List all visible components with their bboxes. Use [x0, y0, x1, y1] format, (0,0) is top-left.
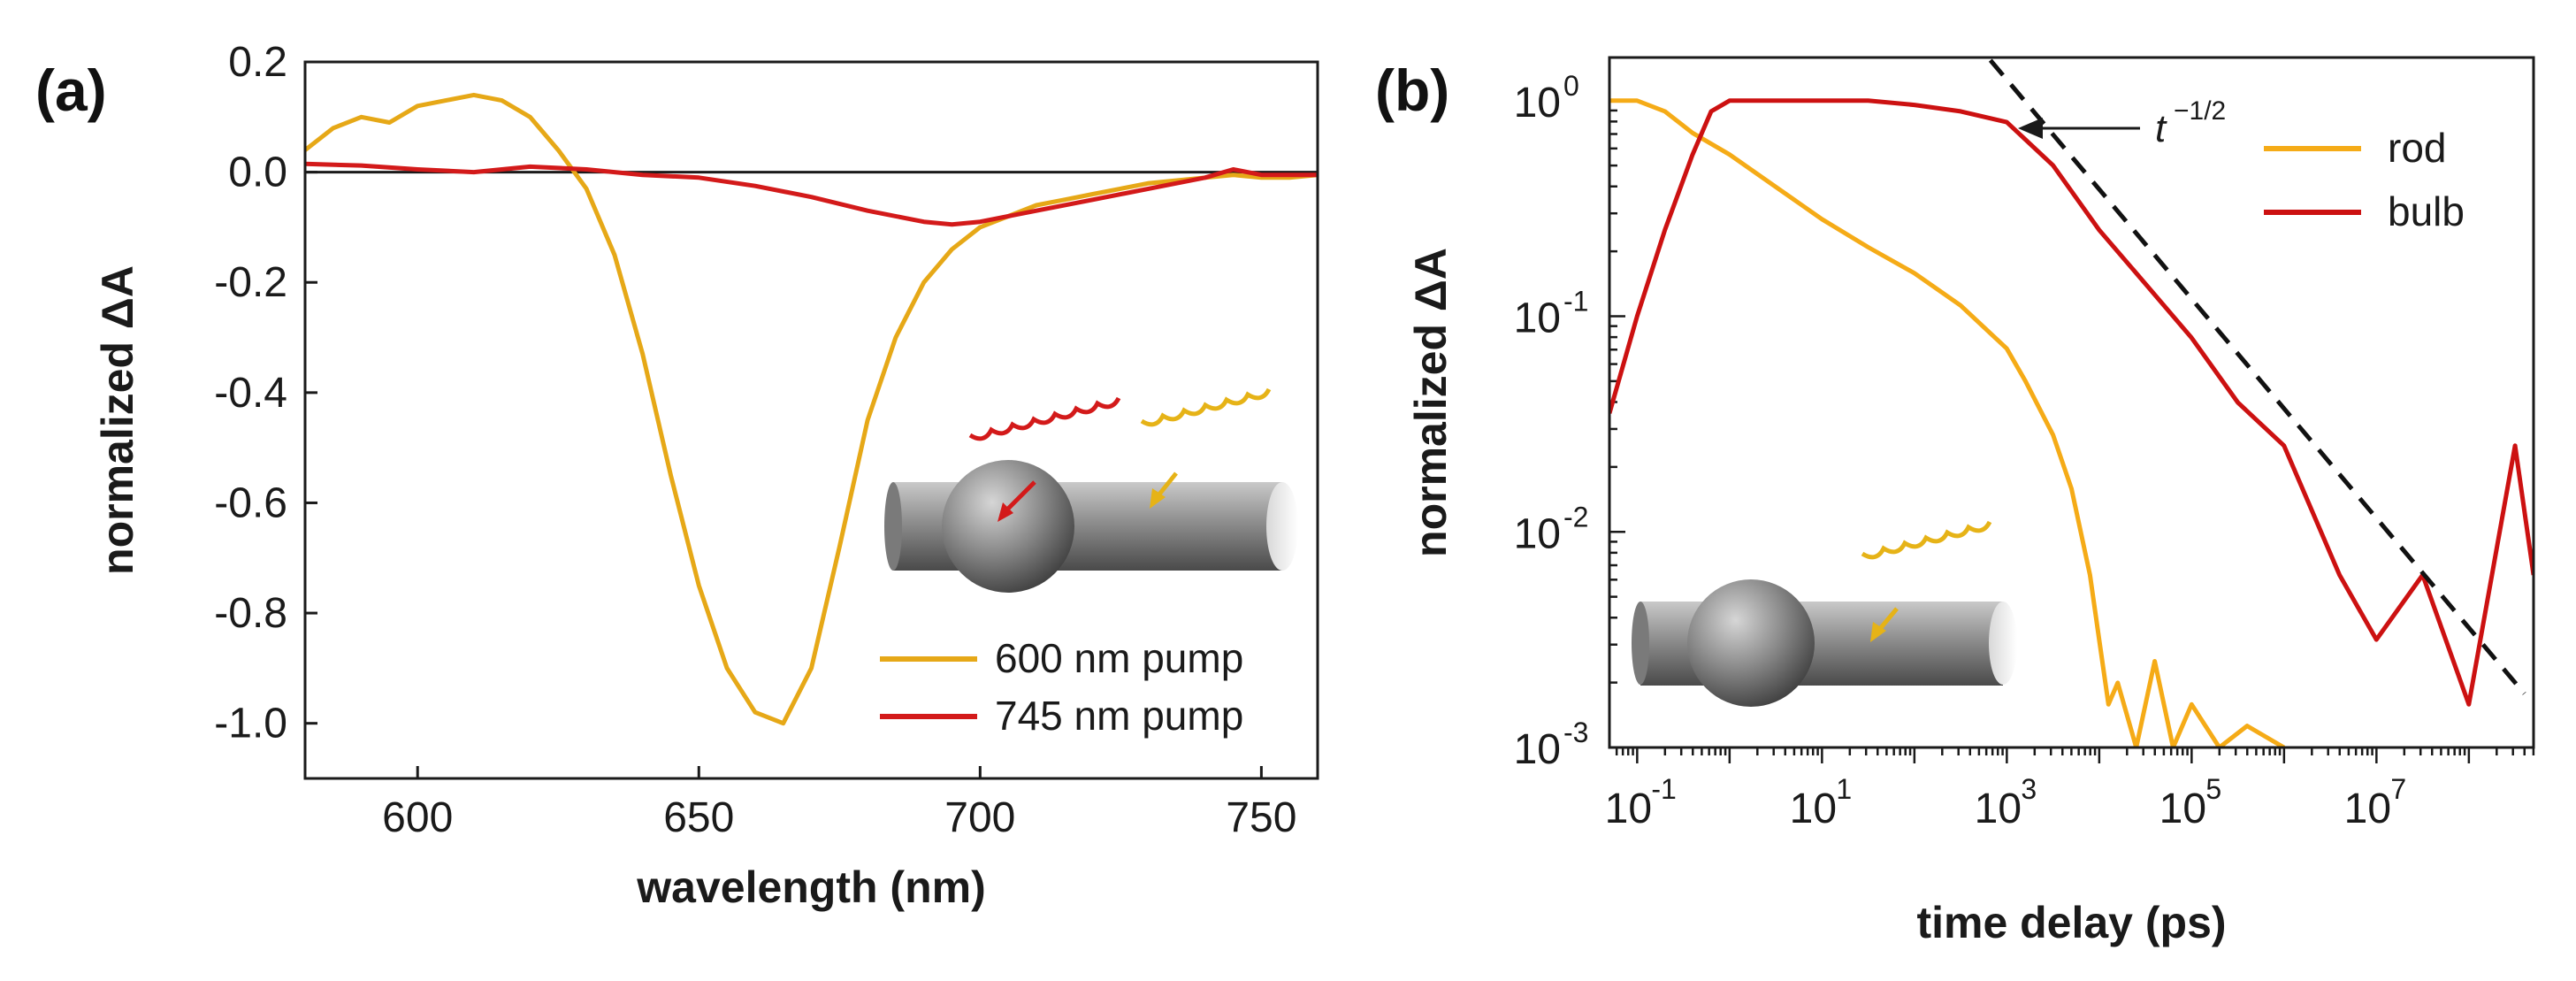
x-tick-label: 10 -1	[1605, 773, 1677, 832]
panel-b-ticks: 10 -1 10 1 10 3 10 5 10 710 010 -110 -210 -3	[1514, 70, 2535, 832]
y-tick-label: -0.8	[214, 590, 287, 637]
panel-a-y-axis-title: normalized ΔA	[93, 265, 142, 575]
svg-text:-2: -2	[1563, 501, 1588, 533]
svg-text:1: 1	[1836, 773, 1852, 805]
legend-label-rod: rod	[2388, 125, 2446, 171]
svg-text:5: 5	[2205, 773, 2221, 805]
x-tick-label: 10 3	[1975, 773, 2037, 832]
series-line-rod	[1609, 98, 2286, 747]
annotation-arrow-head	[2018, 118, 2043, 139]
panel-a-legend: 600 nm pump 745 nm pump	[880, 635, 1243, 739]
x-tick-label: 650	[663, 794, 734, 841]
svg-text:10: 10	[2159, 786, 2206, 832]
panel-a-orange-arrow-icon	[1157, 471, 1178, 497]
panel-a-red-pulse-icon	[968, 396, 1121, 441]
y-tick-label: 0.2	[228, 39, 287, 86]
x-tick-label: 750	[1226, 794, 1296, 841]
panel-a-frame	[303, 60, 1319, 780]
annotation-exponent: −1/2	[2174, 96, 2226, 126]
y-tick-label: -0.2	[214, 259, 287, 306]
svg-text:-1: -1	[1563, 286, 1588, 318]
svg-text:10: 10	[1514, 726, 1561, 773]
annotation-t: t	[2155, 107, 2167, 150]
svg-text:10: 10	[1975, 786, 2022, 832]
y-tick-label: 0.0	[228, 149, 287, 196]
y-tick-label: 10 0	[1514, 70, 1579, 126]
svg-text:10: 10	[1790, 786, 1837, 832]
y-tick-label: 10 -2	[1514, 501, 1589, 557]
panel-a-inset-nanorod-illustration	[884, 387, 1298, 593]
panel-b-x-axis-title: time delay (ps)	[1916, 898, 2226, 947]
x-tick-label: 700	[944, 794, 1015, 841]
x-tick-label: 10 1	[1790, 773, 1852, 832]
svg-text:10: 10	[1514, 295, 1561, 342]
panel-a-x-axis-title: wavelength (nm)	[636, 862, 985, 912]
y-tick-label: -0.4	[214, 370, 287, 417]
y-tick-label: -1.0	[214, 701, 287, 747]
svg-text:-3: -3	[1563, 717, 1588, 748]
y-tick-label: -0.6	[214, 479, 287, 526]
legend-label-bulb: bulb	[2388, 188, 2465, 234]
panel-b: (b) 10 -1 10 1 10 3 10 5 10 710 010 -110 -210 -3 time…	[1375, 56, 2535, 947]
panel-b-orange-pulse-icon	[1861, 520, 1992, 560]
panel-b-series	[1609, 57, 2534, 747]
panel-a-series	[303, 92, 1319, 726]
panel-a-red-arrow-icon	[1002, 480, 1036, 515]
panel-b-inset-nanorod-illustration	[1632, 520, 2017, 707]
svg-text:10: 10	[2344, 786, 2391, 832]
panel-b-y-axis-title: normalized ΔA	[1406, 248, 1456, 557]
x-tick-label: 10 5	[2159, 773, 2221, 832]
series-line-t-1-2-fit	[1984, 57, 2526, 695]
y-tick-label: 10 -3	[1514, 717, 1589, 773]
panel-a: (a) 600 650 700 750 0.2 0.0 -0.2 -0.4 -0.6 -0.8 -1…	[35, 39, 1319, 912]
svg-text:10: 10	[1514, 80, 1561, 126]
panel-b-label: (b)	[1375, 57, 1449, 123]
svg-text:0: 0	[1563, 70, 1579, 102]
x-tick-label: 600	[382, 794, 453, 841]
svg-text:10: 10	[1514, 510, 1561, 557]
svg-text:3: 3	[2021, 773, 2037, 805]
panel-a-label: (a)	[35, 57, 107, 123]
series-line-745-nm-pump	[304, 161, 1318, 227]
svg-text:-1: -1	[1651, 773, 1676, 805]
panel-a-orange-pulse-icon	[1140, 387, 1272, 427]
panel-b-orange-arrow-icon	[1877, 607, 1899, 632]
series-line-600-nm-pump	[303, 92, 1319, 726]
svg-text:10: 10	[1605, 786, 1652, 832]
panel-a-ticks: 600 650 700 750 0.2 0.0 -0.2 -0.4 -0.6 -0.8 -1.0	[214, 39, 1296, 841]
panel-b-legend: rod bulb	[2264, 125, 2465, 234]
panel-b-frame	[1608, 56, 2535, 749]
legend-label-745nm: 745 nm pump	[995, 693, 1243, 739]
panel-b-fit-annotation: t −1/2	[2018, 96, 2226, 150]
legend-label-600nm: 600 nm pump	[995, 635, 1243, 681]
x-tick-label: 10 7	[2344, 773, 2406, 832]
y-tick-label: 10 -1	[1514, 286, 1589, 342]
series-line-bulb	[1609, 98, 2534, 707]
svg-text:7: 7	[2390, 773, 2406, 805]
